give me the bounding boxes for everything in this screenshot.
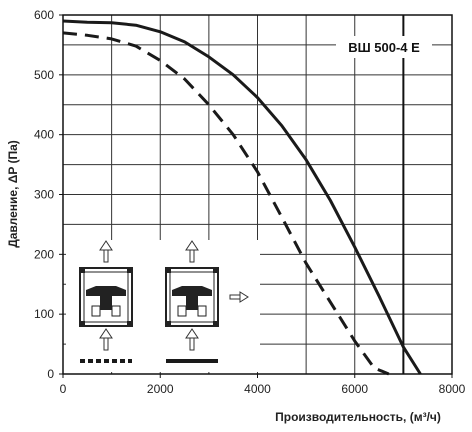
airflow-up-arrow-icon <box>99 240 113 263</box>
series-line-dashed <box>62 31 390 376</box>
x-axis-title: Производительность, (м³/ч) <box>275 410 441 424</box>
x-tick-label: 2000 <box>147 382 174 396</box>
y-tick-label: 100 <box>34 307 54 321</box>
fan-unit-icon <box>165 267 219 327</box>
y-tick-label: 0 <box>47 367 54 381</box>
x-tick-label: 0 <box>60 382 67 396</box>
series-line-solid <box>62 19 422 375</box>
airflow-up-arrow-icon <box>185 240 199 263</box>
y-tick-label: 300 <box>34 188 54 202</box>
model-label-background <box>336 36 432 58</box>
axes <box>59 14 453 378</box>
y-tick-label: 500 <box>34 68 54 82</box>
installation-inset <box>66 240 260 372</box>
y-tick-label: 200 <box>34 247 54 261</box>
x-tick-label: 6000 <box>341 382 368 396</box>
x-tick-label: 4000 <box>244 382 271 396</box>
model-label: ВШ 500-4 Е <box>348 40 420 55</box>
fan-unit-icon <box>79 267 133 327</box>
x-tick-label: 8000 <box>439 382 466 396</box>
y-tick-label: 600 <box>34 8 54 22</box>
airflow-up-arrow-icon <box>99 328 113 351</box>
y-axis-title: Давление, ΔP (Па) <box>6 140 20 248</box>
series-group <box>62 19 422 376</box>
airflow-right-arrow-icon <box>229 291 249 303</box>
airflow-up-arrow-icon <box>185 328 199 351</box>
y-tick-label: 400 <box>34 128 54 142</box>
